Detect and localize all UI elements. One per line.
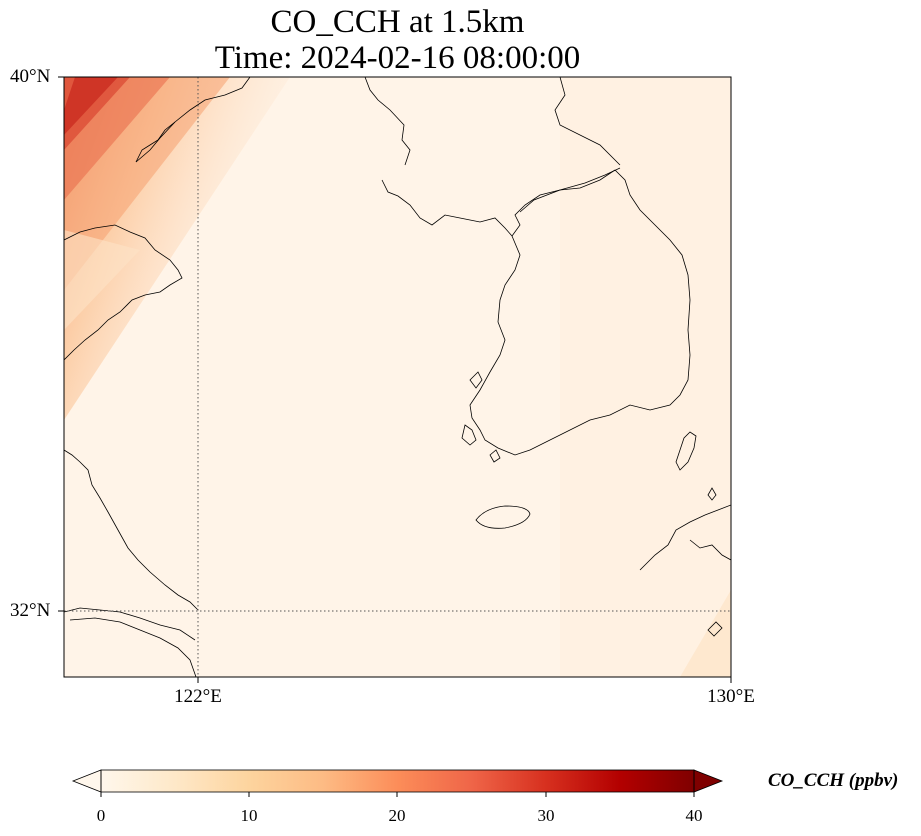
colorbar: [71, 769, 724, 797]
coastlines: [64, 77, 731, 677]
colorbar-tick-label: 30: [537, 806, 555, 825]
map-title-line2: Time: 2024-02-16 08:00:00: [214, 40, 581, 76]
lat-label-40n: 40°N: [10, 66, 51, 87]
colorbar-tick-label: 20: [388, 806, 406, 825]
lat-label-32n: 32°N: [10, 600, 51, 621]
colorbar-tick-label: 40: [685, 806, 703, 825]
concentration-field: [64, 77, 731, 677]
colorbar-tick-label: 0: [96, 806, 106, 825]
gridlines: [64, 77, 731, 677]
map-title-line1: CO_CCH at 1.5km: [270, 4, 525, 40]
lon-label-122e: 122°E: [174, 686, 222, 707]
lon-label-130e: 130°E: [707, 686, 755, 707]
map-frame: [63, 76, 732, 678]
colorbar-label: CO_CCH (ppbv): [768, 770, 899, 791]
colorbar-tick-label: 10: [240, 806, 258, 825]
axis-ticks: [58, 76, 732, 683]
